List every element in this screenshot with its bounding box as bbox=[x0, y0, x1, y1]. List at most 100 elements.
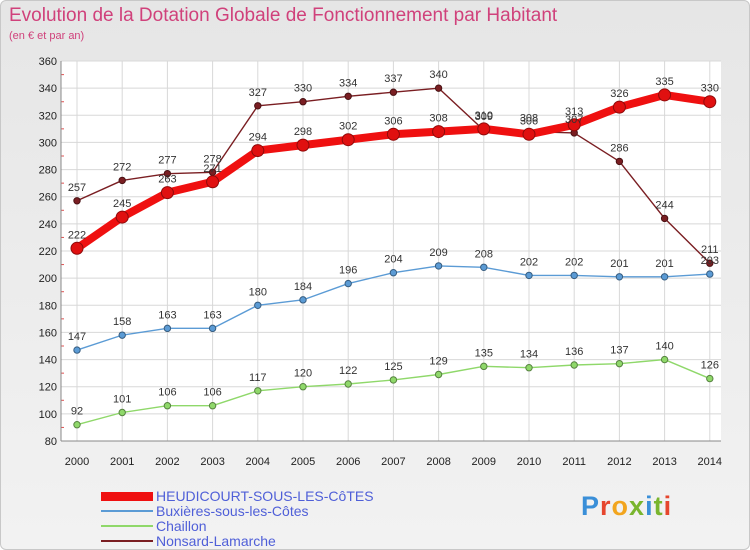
data-label: 257 bbox=[68, 182, 86, 194]
data-label: 286 bbox=[610, 142, 628, 154]
data-point bbox=[706, 270, 714, 278]
data-point bbox=[570, 271, 578, 280]
data-label: 120 bbox=[294, 368, 312, 380]
data-point bbox=[615, 359, 624, 368]
data-point bbox=[434, 262, 443, 270]
data-label: 327 bbox=[249, 87, 267, 99]
data-label: 201 bbox=[610, 258, 628, 270]
x-tick-label: 2006 bbox=[336, 456, 360, 468]
chart-title: Evolution de la Dotation Globale de Fonc… bbox=[9, 5, 558, 26]
data-label: 126 bbox=[701, 360, 719, 372]
data-point bbox=[163, 169, 172, 178]
data-label: 208 bbox=[475, 248, 493, 260]
data-label: 306 bbox=[520, 115, 538, 127]
data-label: 335 bbox=[655, 76, 673, 88]
data-point bbox=[254, 387, 262, 395]
data-point bbox=[73, 197, 81, 205]
data-point bbox=[118, 176, 126, 185]
data-label: 202 bbox=[520, 256, 538, 268]
legend-label: Chaillon bbox=[156, 518, 207, 534]
y-tick-label: 80 bbox=[45, 436, 57, 448]
data-label: 244 bbox=[655, 199, 673, 211]
data-point bbox=[706, 374, 714, 383]
data-label: 106 bbox=[203, 387, 221, 399]
data-point bbox=[480, 362, 488, 371]
data-point bbox=[615, 273, 624, 281]
data-point bbox=[525, 271, 533, 280]
data-point bbox=[299, 383, 307, 391]
data-point bbox=[208, 324, 217, 333]
data-point bbox=[612, 100, 626, 114]
data-point bbox=[254, 102, 262, 110]
data-point bbox=[615, 157, 624, 166]
data-point bbox=[570, 361, 578, 369]
x-tick-label: 2007 bbox=[381, 456, 405, 468]
data-point bbox=[477, 122, 491, 136]
data-label: 135 bbox=[475, 347, 493, 359]
y-tick-label: 140 bbox=[39, 355, 57, 367]
data-point bbox=[703, 95, 717, 109]
data-label: 129 bbox=[429, 356, 447, 368]
x-tick-label: 2009 bbox=[472, 456, 496, 468]
data-label: 140 bbox=[655, 341, 673, 353]
chart-subtitle: (en € et par an) bbox=[9, 30, 85, 42]
data-point bbox=[389, 376, 398, 384]
data-label: 147 bbox=[68, 331, 86, 343]
proxiti-logo: Proxiti bbox=[581, 491, 672, 522]
data-label: 326 bbox=[610, 88, 628, 100]
y-tick-label: 160 bbox=[39, 327, 57, 339]
data-label: 263 bbox=[158, 174, 176, 186]
logo-letter: t bbox=[653, 491, 664, 521]
x-tick-label: 2002 bbox=[155, 456, 179, 468]
data-label: 308 bbox=[429, 113, 447, 125]
data-label: 330 bbox=[701, 83, 719, 95]
data-label: 92 bbox=[71, 406, 83, 418]
data-point bbox=[115, 210, 129, 224]
data-point bbox=[434, 84, 443, 92]
x-tick-label: 2008 bbox=[426, 456, 450, 468]
data-label: 101 bbox=[113, 394, 131, 406]
data-point bbox=[432, 125, 446, 139]
logo-letter: i bbox=[663, 491, 673, 521]
data-point bbox=[660, 355, 669, 364]
legend-swatch bbox=[101, 510, 153, 512]
data-label: 184 bbox=[294, 281, 312, 293]
data-label: 134 bbox=[520, 349, 538, 361]
data-point bbox=[73, 346, 81, 354]
data-label: 294 bbox=[249, 132, 267, 144]
data-label: 298 bbox=[294, 126, 312, 138]
data-point bbox=[567, 118, 581, 132]
data-point bbox=[160, 186, 174, 200]
legend-label: HEUDICOURT-SOUS-LES-CôTES bbox=[156, 488, 374, 504]
logo-letter: P bbox=[581, 491, 601, 521]
data-label: 277 bbox=[158, 155, 176, 167]
data-label: 307 bbox=[565, 114, 583, 126]
data-point bbox=[389, 269, 398, 277]
data-point bbox=[386, 127, 400, 141]
x-tick-label: 2004 bbox=[246, 456, 270, 468]
legend-label: Nonsard-Lamarche bbox=[156, 533, 276, 549]
data-point bbox=[344, 380, 352, 388]
data-point bbox=[299, 296, 307, 304]
y-tick-label: 340 bbox=[39, 83, 57, 95]
data-point bbox=[658, 88, 672, 102]
data-label: 222 bbox=[68, 229, 86, 241]
data-point bbox=[118, 408, 126, 417]
logo-letter: r bbox=[600, 491, 612, 521]
data-label: 309 bbox=[475, 111, 493, 123]
legend-label: Buxières-sous-les-Côtes bbox=[156, 503, 309, 519]
y-tick-label: 100 bbox=[39, 409, 57, 421]
data-label: 137 bbox=[610, 345, 628, 357]
data-point bbox=[163, 402, 172, 410]
data-point bbox=[118, 331, 126, 339]
x-tick-label: 2014 bbox=[698, 456, 722, 468]
y-tick-label: 220 bbox=[39, 246, 57, 258]
data-label: 163 bbox=[158, 309, 176, 321]
data-point bbox=[389, 88, 398, 96]
y-tick-label: 300 bbox=[39, 137, 57, 149]
data-point bbox=[299, 98, 307, 106]
data-label: 125 bbox=[384, 361, 402, 373]
data-label: 203 bbox=[701, 255, 719, 267]
data-point bbox=[522, 127, 536, 141]
